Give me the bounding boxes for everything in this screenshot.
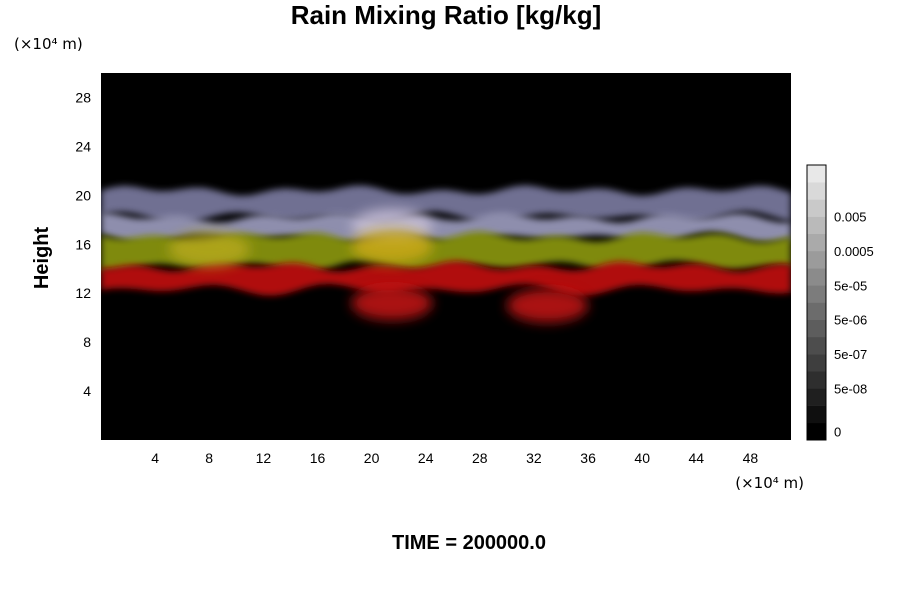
- y-tick-label: 24: [75, 138, 91, 154]
- colorbar-level: [807, 165, 826, 183]
- rain-feature-2: [351, 229, 433, 264]
- x-tick-label: 28: [472, 450, 488, 466]
- colorbar-label: 5e-08: [834, 381, 867, 396]
- colorbar: [806, 164, 827, 441]
- y-tick-label: 8: [83, 334, 91, 350]
- colorbar-level: [807, 388, 826, 406]
- y-tick-label: 20: [75, 187, 91, 203]
- x-ticks: 4 8 12 16 20 24 28 32 36 40 44 48: [151, 450, 758, 466]
- y-tick-label: 12: [75, 285, 91, 301]
- x-tick-label: 36: [580, 450, 596, 466]
- colorbar-level: [807, 285, 826, 303]
- x-tick-label: 44: [689, 450, 705, 466]
- colorbar-level: [807, 336, 826, 355]
- x-tick-label: 12: [256, 450, 272, 466]
- time-footer: TIME = 200000.0: [392, 532, 546, 554]
- colorbar-border: [806, 164, 827, 441]
- y-axis-label: Height: [31, 227, 53, 290]
- colorbar-label: 0.0005: [834, 244, 874, 259]
- colorbar-level: [807, 422, 826, 441]
- x-tick-label: 20: [364, 450, 380, 466]
- x-axis-unit: (×10⁴ m): [735, 474, 804, 492]
- chart-title: Rain Mixing Ratio [kg/kg]: [291, 0, 602, 30]
- colorbar-level: [807, 354, 826, 372]
- y-ticks: 4 8 12 16 20 24 28: [75, 90, 91, 400]
- colorbar-level: [807, 268, 826, 286]
- x-tick-label: 24: [418, 450, 434, 466]
- x-tick-label: 16: [310, 450, 326, 466]
- colorbar-label: 0.005: [834, 210, 867, 225]
- rain-layer-2: [101, 212, 791, 245]
- rain-feature-4: [506, 288, 589, 323]
- rain-feature-5: [168, 232, 250, 267]
- x-tick-label: 48: [743, 450, 759, 466]
- colorbar-level: [807, 182, 826, 200]
- colorbar-label: 5e-05: [834, 278, 867, 293]
- x-tick-label: 8: [205, 450, 213, 466]
- colorbar-level: [807, 405, 826, 424]
- rain-layer-1: [101, 185, 791, 224]
- colorbar-labels: 0 5e-08 5e-07 5e-06 5e-05 0.0005 0.005: [834, 210, 874, 440]
- colorbar-level: [807, 233, 826, 252]
- x-tick-label: 32: [526, 450, 542, 466]
- colorbar-level: [807, 250, 826, 269]
- colorbar-label: 0: [834, 424, 841, 439]
- rain-features: [168, 208, 589, 323]
- colorbar-level: [807, 371, 826, 389]
- rain-field: [101, 185, 791, 296]
- colorbar-level: [807, 199, 826, 217]
- x-tick-label: 4: [151, 450, 159, 466]
- colorbar-label: 5e-07: [834, 347, 867, 362]
- colorbar-level: [807, 216, 826, 235]
- y-tick-label: 16: [75, 236, 91, 252]
- rain-feature-3: [351, 285, 433, 321]
- colorbar-level: [807, 319, 826, 338]
- x-tick-label: 40: [634, 450, 650, 466]
- y-tick-label: 28: [75, 90, 91, 106]
- rain-layer-4: [101, 260, 791, 296]
- colorbar-label: 5e-06: [834, 313, 867, 328]
- y-axis-unit: (×10⁴ m): [14, 35, 83, 53]
- colorbar-level: [807, 302, 826, 320]
- y-tick-label: 4: [83, 383, 91, 399]
